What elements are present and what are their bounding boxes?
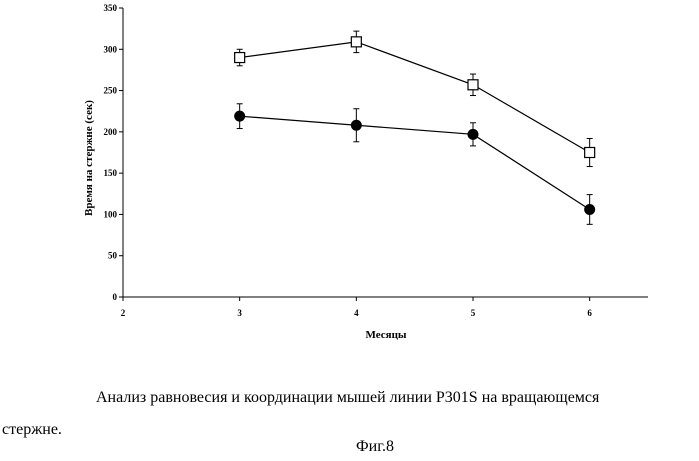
x-tick-label: 4 bbox=[354, 308, 359, 318]
chart-series bbox=[235, 31, 595, 224]
data-point-circle bbox=[351, 120, 361, 130]
series-2 bbox=[235, 104, 595, 225]
y-tick-label: 350 bbox=[104, 3, 118, 13]
figure-label: Фиг.8 bbox=[356, 438, 394, 456]
caption-line-2: стержне. bbox=[2, 421, 62, 439]
chart-axes: 0 50 100 150 200 250 300 350 2 3 4 5 6 bbox=[104, 3, 649, 318]
y-tick-label: 0 bbox=[113, 292, 118, 302]
y-tick-label: 150 bbox=[104, 168, 118, 178]
data-point-square bbox=[468, 80, 478, 90]
x-axis-label: Месяцы bbox=[365, 329, 406, 341]
caption-line-1: Анализ равновесия и координации мышей ли… bbox=[96, 389, 599, 407]
data-point-square bbox=[351, 37, 361, 47]
data-point-square bbox=[235, 53, 245, 63]
series-line bbox=[240, 116, 590, 209]
y-axis-label: Время на стержне (сек) bbox=[83, 100, 95, 216]
y-tick-label: 250 bbox=[104, 86, 118, 96]
data-point-square bbox=[585, 148, 595, 158]
x-tick-label: 3 bbox=[237, 308, 242, 318]
data-point-circle bbox=[585, 204, 595, 214]
y-tick-label: 50 bbox=[108, 251, 118, 261]
x-tick-label: 6 bbox=[587, 308, 592, 318]
series-line bbox=[240, 42, 590, 153]
x-tick-label: 2 bbox=[121, 308, 126, 318]
data-point-circle bbox=[468, 129, 478, 139]
x-tick-label: 5 bbox=[471, 308, 476, 318]
data-point-circle bbox=[235, 111, 245, 121]
chart: 0 50 100 150 200 250 300 350 2 3 4 5 6 Время на стер… bbox=[0, 0, 699, 370]
y-tick-label: 300 bbox=[104, 44, 118, 54]
y-tick-label: 200 bbox=[104, 127, 118, 137]
y-tick-label: 100 bbox=[104, 209, 118, 219]
series-1 bbox=[235, 31, 595, 166]
